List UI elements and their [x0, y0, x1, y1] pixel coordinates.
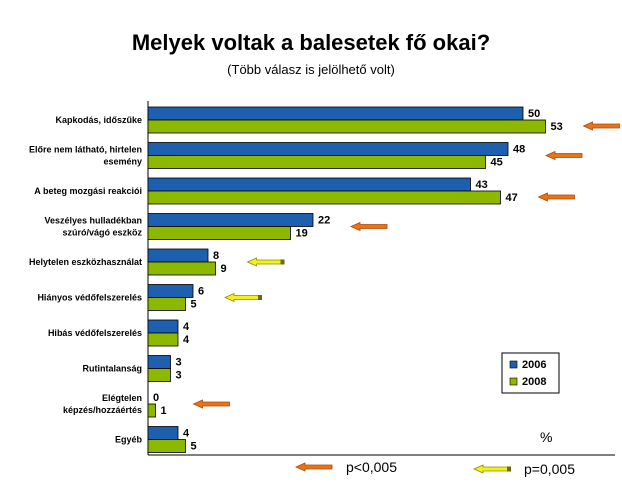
unit-label: % [540, 429, 552, 445]
category-label: Veszélyes hulladékban [44, 216, 142, 226]
bar-2006 [147, 426, 179, 440]
value-label-2008: 5 [191, 441, 197, 453]
category-label: képzés/hozzáértés [63, 405, 142, 415]
legend-label-2008: 2008 [522, 376, 546, 388]
value-label-2006: 4 [183, 428, 190, 440]
orange-arrow-icon [350, 221, 388, 232]
value-label-2008: 4 [183, 334, 190, 346]
legend: 2006 2008 [501, 352, 560, 394]
yellow-arrow-icon [224, 292, 262, 303]
legend-swatch-2008 [509, 377, 518, 386]
key-orange-arrow-icon [295, 462, 333, 472]
category-label: Előre nem látható, hirtelen [29, 145, 142, 155]
bar-2006 [147, 177, 471, 192]
orange-arrow-icon [537, 192, 575, 202]
bar-2006 [147, 213, 314, 227]
category-label: Egyéb [115, 435, 143, 445]
value-label-2006: 43 [476, 179, 488, 191]
chart-title: Melyek voltak a balesetek fő okai? [131, 30, 491, 55]
bar-2008 [147, 226, 291, 240]
value-label-2008: 9 [221, 263, 227, 275]
bar-2006 [147, 142, 509, 156]
bar-2008 [147, 439, 186, 453]
value-label-2006: 50 [528, 108, 540, 120]
orange-arrow-icon [192, 399, 230, 409]
category-label: A beteg mozgási reakciói [34, 186, 142, 196]
value-label-2006: 48 [513, 144, 525, 156]
yellow-arrow-icon [246, 257, 285, 267]
bar-2006 [147, 248, 209, 263]
bar-2008 [147, 297, 186, 311]
category-label: esemény [103, 157, 142, 167]
value-label-2008: 5 [191, 299, 197, 311]
key-yellow-arrow-icon [473, 464, 511, 474]
orange-arrow-icon [582, 121, 620, 131]
bar-2008 [147, 368, 171, 382]
value-label-2008: 19 [296, 228, 308, 240]
value-label-2006: 8 [213, 250, 219, 262]
category-label: Elégtelen [102, 393, 142, 403]
bar-2006 [147, 319, 179, 334]
category-label: Rutintalanság [82, 364, 142, 374]
bar-2008 [147, 261, 216, 276]
value-label-2008: 3 [176, 370, 182, 382]
category-label: Hiányos védőfelszerelés [37, 293, 142, 303]
key-label-orange: p<0,005 [346, 459, 397, 475]
category-label: szúró/vágó eszköz [62, 228, 142, 238]
bar-2008 [147, 190, 501, 205]
bar-2008 [147, 332, 179, 347]
value-label-2006: 22 [318, 215, 330, 227]
orange-arrow-icon [545, 150, 583, 161]
key-label-yellow: p=0,005 [524, 461, 575, 477]
value-label-2006: 4 [183, 321, 190, 333]
bar-2006 [147, 106, 524, 121]
value-label-2008: 45 [491, 157, 503, 169]
legend-label-2006: 2006 [522, 359, 546, 371]
bar-2006 [147, 355, 171, 369]
bar-2008 [147, 403, 156, 418]
value-label-2006: 3 [176, 357, 182, 369]
category-label: Kapkodás, időszűke [55, 115, 142, 125]
legend-box [501, 352, 560, 394]
bar-2008 [147, 119, 546, 134]
value-label-2008: 47 [506, 192, 518, 204]
bar-2008 [147, 155, 486, 169]
value-label-2008: 1 [161, 405, 167, 417]
chart-subtitle: (Több válasz is jelölhető volt) [227, 62, 395, 77]
value-label-2006: 6 [198, 286, 204, 298]
category-label: Hibás védőfelszerelés [48, 328, 142, 338]
value-label-2008: 53 [551, 121, 563, 133]
category-label: Helytelen eszközhasználat [29, 257, 142, 267]
value-label-2006: 0 [153, 392, 159, 404]
legend-swatch-2006 [509, 360, 518, 369]
bar-2006 [147, 284, 194, 298]
